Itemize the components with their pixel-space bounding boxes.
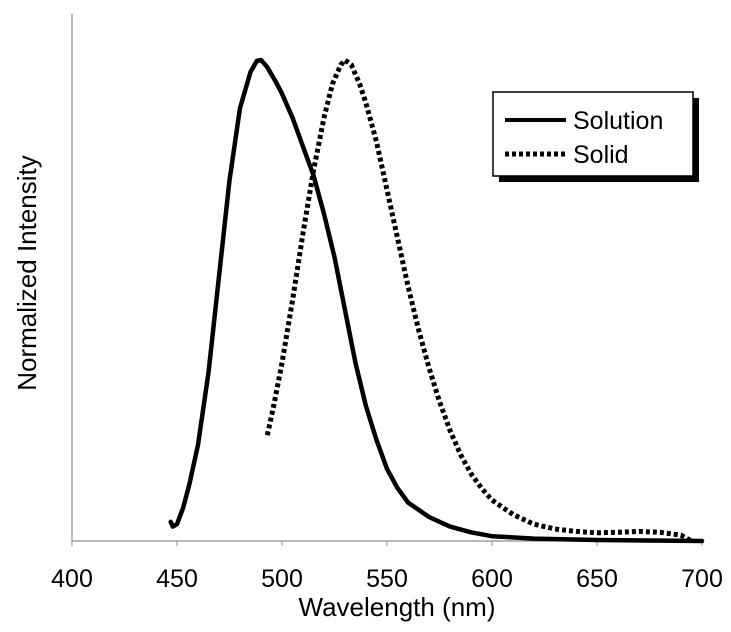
x-axis-ticks: 400 450 500 550 600 650 700 (51, 541, 723, 593)
legend-label-solution: Solution (573, 107, 663, 135)
legend-label-solid: Solid (573, 141, 629, 169)
series-line-solid (264, 57, 693, 544)
x-tick-label: 650 (576, 565, 618, 593)
x-tick-label: 500 (261, 565, 303, 593)
legend: Solution Solid (492, 91, 699, 182)
x-tick-label: 700 (681, 565, 723, 593)
legend-box (492, 91, 694, 177)
series-line-solution (168, 57, 705, 544)
x-tick-label: 400 (51, 565, 93, 593)
x-tick-label: 600 (471, 565, 513, 593)
x-axis-title: Wavelength (nm) (299, 592, 496, 622)
x-tick-label: 450 (156, 565, 198, 593)
plot-area: 400 450 500 550 600 650 700 (51, 14, 723, 593)
y-axis-title: Normalized Intensity (12, 155, 42, 391)
series-layer (168, 57, 705, 544)
x-tick-label: 550 (366, 565, 408, 593)
